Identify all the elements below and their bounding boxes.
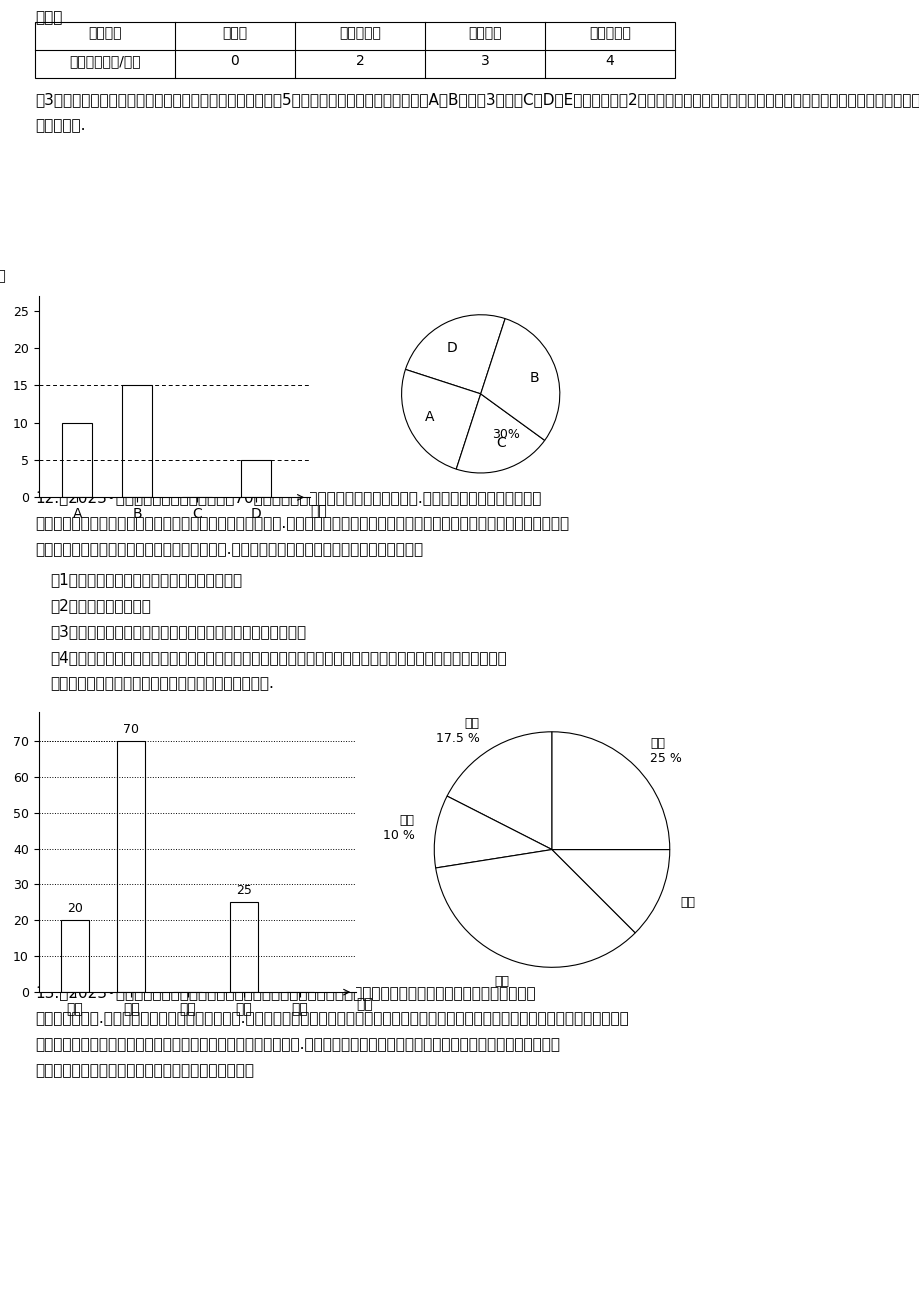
- Text: 瓶装矿泉水: 瓶装矿泉水: [339, 26, 380, 40]
- Bar: [241, 460, 271, 497]
- Text: 70: 70: [123, 723, 139, 736]
- Bar: [230, 902, 257, 992]
- Text: 少元？: 少元？: [35, 10, 62, 25]
- Wedge shape: [405, 315, 505, 393]
- Text: 4: 4: [605, 53, 614, 68]
- Text: 现将报名情况绘制成如图所示的不完整的统计图.请你根据统计图中所提供的信息解答下列问题：: 现将报名情况绘制成如图所示的不完整的统计图.请你根据统计图中所提供的信息解答下列…: [35, 542, 423, 557]
- Text: （3）为了养成良好的生活习惯，班主任决定在饮用白开水的5名班委干部（其中有两位班长记为A，B，其侙3位记为C，D，E）中随机抜取2名班委干部作良好习惯监督员，请: （3）为了养成良好的生活习惯，班主任决定在饮用白开水的5名班委干部（其中有两位班…: [35, 92, 919, 107]
- Text: （3）在扇形统计图中，求「声乐」类对应扇形圆心角的度数；: （3）在扇形统计图中，求「声乐」类对应扇形圆心角的度数；: [50, 624, 306, 639]
- Text: 器乐: 器乐: [680, 896, 695, 909]
- Bar: [62, 423, 92, 497]
- Text: （2）补全条形统计图；: （2）补全条形统计图；: [50, 598, 151, 613]
- Text: 饮品: 饮品: [310, 504, 326, 518]
- Wedge shape: [436, 850, 635, 967]
- Text: 按照调查结果，将学习情况分为优秀、良好、合格、较差四个等级.学校绘制了如下不完整的统计图，根据图中信息解答下列问题：: 按照调查结果，将学习情况分为优秀、良好、合格、较差四个等级.学校绘制了如下不完整…: [35, 1036, 560, 1052]
- Text: 碳酸饮料: 碳酸饮料: [468, 26, 501, 40]
- Text: 2: 2: [356, 53, 364, 68]
- Text: 30%: 30%: [492, 428, 519, 441]
- Bar: [122, 385, 152, 497]
- Text: 用列表法或画树状图法求出他们选中同一种乐器的概率.: 用列表法或画树状图法求出他们选中同一种乐器的概率.: [50, 676, 274, 691]
- Text: 13.（2023•泰山区校级一模）「青年大学习」是由共青团中央发起，广大青年参与，通过学习来提升自身理论水平、: 13.（2023•泰山区校级一模）「青年大学习」是由共青团中央发起，广大青年参与…: [35, 986, 535, 1000]
- Text: （4）小东和小颍报名参加「器乐」类比赛，现从小提琴、单簧管、鈢琴、电子琴四种乐器中随机选择一种乐器，: （4）小东和小颍报名参加「器乐」类比赛，现从小提琴、单簧管、鈢琴、电子琴四种乐器…: [50, 650, 506, 665]
- Text: 0: 0: [231, 53, 239, 68]
- Text: 声乐: 声乐: [494, 975, 508, 988]
- Text: 20: 20: [67, 902, 83, 915]
- Text: 非碳酸饮料: 非碳酸饮料: [588, 26, 630, 40]
- Text: C: C: [496, 436, 505, 449]
- Wedge shape: [481, 319, 559, 440]
- Text: 3: 3: [480, 53, 489, 68]
- Text: 白开水: 白开水: [222, 26, 247, 40]
- Text: A: A: [425, 410, 435, 424]
- Bar: [35, 22, 675, 78]
- Text: 班长的概率.: 班长的概率.: [35, 118, 85, 133]
- Text: 25: 25: [235, 884, 252, 897]
- Text: 饮品名称: 饮品名称: [88, 26, 121, 40]
- Wedge shape: [402, 370, 481, 469]
- Wedge shape: [456, 393, 544, 473]
- Wedge shape: [551, 732, 669, 850]
- Wedge shape: [551, 849, 669, 932]
- Text: 绘画
17.5 %: 绘画 17.5 %: [435, 717, 479, 745]
- Bar: [61, 921, 89, 992]
- Bar: [117, 741, 145, 992]
- Text: （1）在这次调查中，一共抜取了多少名学生？: （1）在这次调查中，一共抜取了多少名学生？: [50, 572, 242, 587]
- Text: 书法
10 %: 书法 10 %: [382, 814, 414, 842]
- Text: 舞蹈
25 %: 舞蹈 25 %: [650, 737, 681, 766]
- Wedge shape: [434, 796, 551, 868]
- Text: 类别: 类别: [356, 997, 372, 1012]
- Text: 「声乐」、「器乐」、「舞蹈」五个类别中选择一类报名参加.为了解报名情况，组委会在全校随机抜取了若干名学生进行问卷调查，: 「声乐」、「器乐」、「舞蹈」五个类别中选择一类报名参加.为了解报名情况，组委会在…: [35, 516, 569, 531]
- Text: 12.（2023•东营区校级一模）为庆祝建国70周年，东营市某中学决定举办校园艺术节.学生从「书法」、「绘画」、: 12.（2023•东营区校级一模）为庆祝建国70周年，东营市某中学决定举办校园艺…: [35, 490, 540, 505]
- Wedge shape: [447, 732, 551, 850]
- Text: B: B: [529, 371, 539, 385]
- Text: 了如下不完整的统计图，根据图中信息解答下列问题：: 了如下不完整的统计图，根据图中信息解答下列问题：: [35, 1062, 254, 1078]
- Text: 思维层次的行动.梦想从学习开始，事业从实践起步.某校为了解九年级学生学习「青年大学习」的情况，随机抜取部分九年级学生进行了问卷调查，: 思维层次的行动.梦想从学习开始，事业从实践起步.某校为了解九年级学生学习「青年大…: [35, 1010, 628, 1026]
- Y-axis label: 人数: 人数: [0, 270, 6, 284]
- Text: D: D: [446, 341, 457, 355]
- Text: 平均价格（元/瓶）: 平均价格（元/瓶）: [69, 53, 141, 68]
